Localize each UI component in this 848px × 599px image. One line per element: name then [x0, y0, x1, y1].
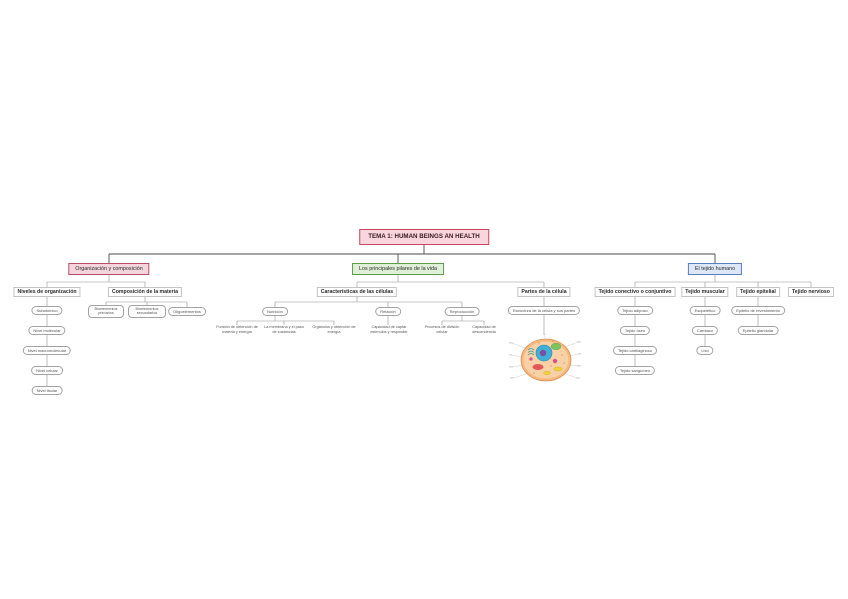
- branch-pilares: Los principales pilares de la vida: [352, 263, 444, 275]
- root-node: TEMA 1: HUMAN BEINGS AN HEALTH: [359, 229, 489, 245]
- cell-label-marks: [509, 341, 581, 379]
- leaf-text: Función de obtención de materia y energí…: [214, 325, 260, 334]
- leaf-text: Capacidad de descendencia: [466, 325, 502, 334]
- list-item: Epitelio glandular: [737, 326, 779, 335]
- topic-composicion: Composición de la materia: [107, 287, 183, 297]
- cell-mitochondrion: [543, 371, 551, 375]
- connector: [634, 275, 812, 287]
- list-item: Cardíaco: [691, 326, 719, 335]
- list-item: Subatómico: [31, 306, 63, 315]
- list-item: Nivel celular: [31, 366, 63, 375]
- topic-niveles: Niveles de organización: [13, 287, 81, 297]
- topic-partes: Partes de la célula: [517, 287, 571, 297]
- topic-caracteristicas: Características de las células: [316, 287, 398, 297]
- list-item: Tejido cartilaginoso: [612, 346, 658, 355]
- leaf-text: Orgánulos y obtención de energía: [312, 325, 356, 334]
- topic-nervioso: Tejido nervioso: [788, 287, 834, 297]
- list-item: Tejido óseo: [619, 326, 651, 335]
- cell-leader-lines: [510, 334, 580, 379]
- connector: [274, 297, 463, 307]
- connector: [108, 245, 716, 263]
- cell-vesicle: [552, 358, 558, 364]
- list-item: Epitelio de revestimiento: [731, 306, 785, 315]
- list-item: Nivel molecular: [28, 326, 66, 335]
- topic-epitelial: Tejido epitelial: [736, 287, 780, 297]
- connector: [441, 316, 485, 325]
- cell-nucleolus: [539, 349, 547, 357]
- leaf-text: Capacidad de captar estímulos y responde…: [364, 325, 414, 334]
- list-item: Tejido sanguíneo: [614, 366, 656, 375]
- list-item: Nivel macromolecular: [22, 346, 72, 355]
- list-item: Bioelementos secundarios: [128, 305, 166, 318]
- list-item: Nivel tisular: [31, 386, 63, 395]
- leaf-text: La membrana y el paso de sustancias: [264, 325, 304, 334]
- list-item: Esquelético: [689, 306, 721, 315]
- cell-ribosomes: [533, 340, 565, 374]
- branch-tejido: El tejido humano: [687, 263, 743, 275]
- list-item: Bioelementos primarios: [88, 305, 124, 318]
- subtopic-relacion: Relación: [375, 307, 401, 316]
- topic-conectivo: Tejido conectivo o conjuntivo: [594, 287, 676, 297]
- connector: [356, 275, 545, 287]
- cell-golgi: [527, 348, 535, 356]
- cell-diagram-image: [509, 334, 581, 382]
- cell-vesicle: [529, 357, 533, 361]
- leaf-text: Procesos de división celular: [423, 325, 461, 334]
- connector: [236, 316, 335, 325]
- list-item: Estructura de la célula y sus partes: [507, 306, 581, 315]
- connector: [105, 297, 188, 307]
- list-item: Tejido adiposo: [617, 306, 653, 315]
- cell-mitochondrion: [553, 366, 563, 372]
- subtopic-nutricion: Nutrición: [262, 307, 288, 316]
- cell-organelle-red: [532, 364, 544, 370]
- subtopic-reproduccion: Reproducción: [444, 307, 480, 316]
- cell-organelle-green: [550, 342, 562, 350]
- list-item: Liso: [696, 346, 714, 355]
- list-item: Oligoelementos: [168, 307, 206, 316]
- topic-muscular: Tejido muscular: [681, 287, 729, 297]
- connector: [46, 275, 146, 287]
- branch-organizacion: Organización y composición: [68, 263, 150, 275]
